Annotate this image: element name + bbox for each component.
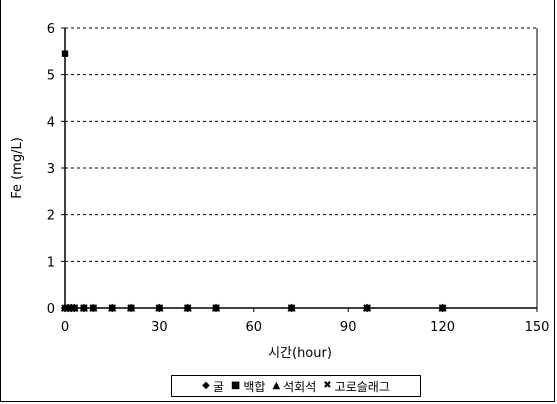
- y-tick-label: 3: [47, 162, 55, 177]
- data-point-x: [363, 304, 371, 312]
- data-point-square: [61, 50, 69, 57]
- gridlines: [65, 27, 537, 262]
- legend-entry-limestone: ▲ 석회석: [272, 378, 316, 395]
- y-axis-title: Fe (mg/L): [10, 137, 25, 199]
- square-marker-icon: ■: [230, 380, 241, 391]
- x-axis-title: 시간(hour): [268, 346, 332, 361]
- data-point-x: [438, 304, 447, 312]
- y-tick-label: 0: [47, 302, 55, 317]
- data-point-x: [212, 304, 220, 312]
- data-point-x: [64, 304, 72, 312]
- y-tick-label: 6: [47, 22, 55, 37]
- data-points: [60, 50, 447, 313]
- data-point-x: [183, 304, 192, 312]
- legend: ◆ 굴 ■ 백합 ▲ 석회석 ✖ 고로슬래그: [171, 375, 421, 397]
- y-tick-label: 4: [47, 115, 55, 130]
- legend-label-limestone: 석회석: [283, 379, 317, 394]
- data-point-x: [108, 304, 116, 312]
- x-tick-label: 150: [525, 320, 550, 335]
- x-tick-label: 30: [151, 320, 168, 335]
- legend-entry-oyster: ◆ 굴: [202, 378, 224, 395]
- data-point-x: [155, 304, 164, 312]
- triangle-marker-icon: ▲: [272, 380, 281, 391]
- y-tick-label: 1: [47, 255, 55, 270]
- y-tick-label: 2: [47, 209, 55, 224]
- data-point-x: [67, 304, 76, 312]
- x-tick-label: 90: [340, 320, 357, 335]
- x-tick-label: 120: [430, 320, 455, 335]
- x-tick-label: 60: [246, 320, 263, 335]
- legend-label-clam: 백합: [243, 379, 266, 394]
- data-point-x: [287, 304, 296, 312]
- data-point-x: [89, 304, 98, 312]
- axes: [61, 27, 538, 312]
- x-marker-icon: ✖: [323, 380, 332, 391]
- data-point-x: [127, 304, 135, 312]
- data-point-x: [61, 304, 69, 312]
- legend-entry-slag: ✖ 고로슬래그: [323, 378, 390, 395]
- y-tick-label: 5: [47, 69, 55, 84]
- x-tick-label: 0: [61, 320, 69, 335]
- data-point-x: [80, 304, 88, 312]
- data-point-x: [70, 304, 79, 312]
- legend-label-oyster: 굴: [212, 379, 224, 394]
- legend-label-slag: 고로슬래그: [334, 379, 390, 394]
- diamond-marker-icon: ◆: [202, 380, 210, 391]
- legend-entry-clam: ■ 백합: [231, 378, 266, 395]
